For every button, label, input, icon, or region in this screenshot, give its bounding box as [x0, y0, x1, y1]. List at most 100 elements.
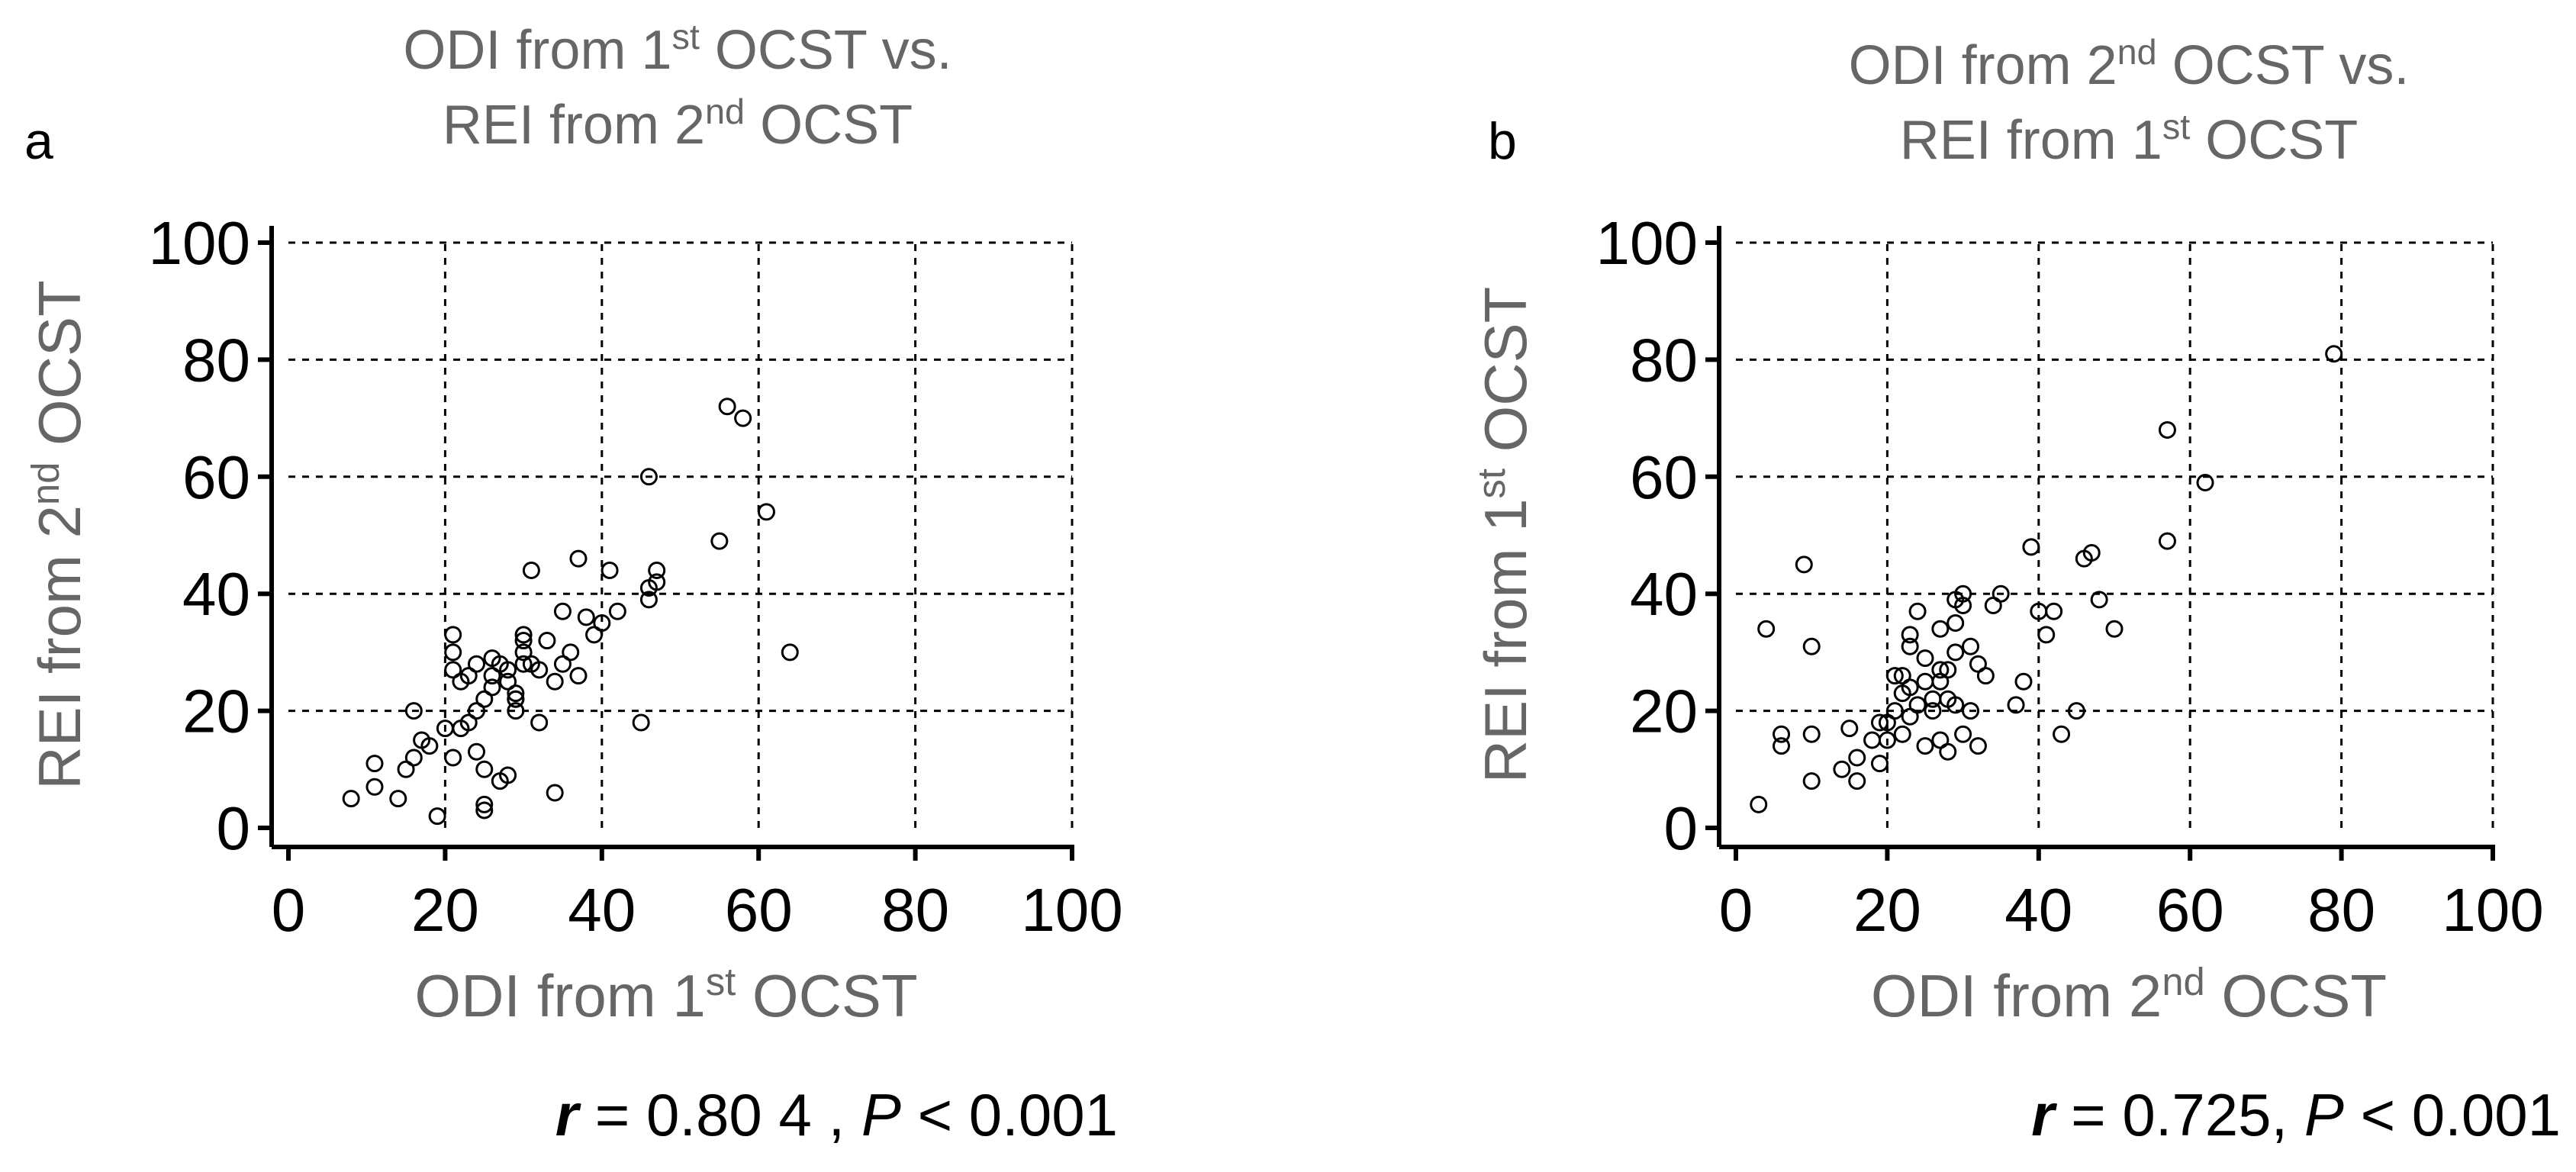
panel-a-data-point	[444, 749, 462, 767]
panel-b-stat-p-value: < 0.001	[2344, 1081, 2561, 1148]
panel-b-data-point	[1908, 602, 1927, 620]
panel-b-data-point	[1802, 725, 1821, 743]
panel-a-data-point	[710, 532, 729, 550]
panel-a-data-point	[562, 643, 580, 662]
panel-a-data-point	[491, 772, 509, 790]
panel-b-data-point	[1878, 731, 1896, 749]
panel-b-x-axis-label-superscript: nd	[2162, 960, 2204, 1003]
panel-a-x-tick-label: 60	[725, 876, 793, 944]
panel-a-stat-p-symbol: P	[861, 1081, 901, 1148]
panel-a-data-point	[538, 632, 556, 650]
panel-b-data-point	[1840, 720, 1859, 738]
panel-a-data-point	[718, 398, 736, 416]
panel-a-data-point	[734, 409, 752, 427]
panel-a-data-point	[781, 643, 799, 662]
panel-a-data-point	[569, 667, 588, 685]
panel-a-correlation-stat: r = 0.80 4 , P < 0.001	[555, 1081, 1118, 1148]
panel-b-title-text-part: REI from 1	[1900, 110, 2162, 171]
panel-a-data-point	[593, 614, 611, 633]
panel-a-x-tick-label: 100	[1021, 876, 1122, 944]
panel-a-data-point	[546, 672, 564, 691]
panel-b-data-point	[1833, 760, 1851, 778]
panel-b-data-point	[2067, 702, 2085, 720]
panel-a-data-point	[608, 602, 626, 620]
panel-b-data-point	[1954, 584, 1972, 603]
panel-b-data-point	[1870, 713, 1889, 732]
panel-a-data-point	[475, 801, 494, 819]
panel-b-y-tick-label: 100	[1596, 209, 1698, 277]
panel-b-data-point	[1992, 584, 2010, 603]
panel-a-title-line1: ODI from 1st OCST vs.	[403, 17, 952, 81]
panel-b-x-tick-label: 20	[1853, 876, 1921, 944]
panel-a-data-point	[444, 661, 462, 679]
panel-a-y-axis-label-text-part: REI from 2	[26, 505, 93, 790]
panel-a-stat-r-symbol: r	[555, 1081, 581, 1148]
panel-a-title-superscript: nd	[705, 92, 745, 131]
panel-a-x-tick-label: 80	[881, 876, 949, 944]
panel-b-data-point	[1916, 672, 1934, 691]
panel-b-data-point	[1878, 713, 1896, 732]
panel-b-data-point	[1901, 626, 1919, 644]
panel-a-data-point	[639, 468, 658, 486]
panel-a-data-point	[475, 795, 494, 813]
panel-a-data-point	[546, 784, 564, 802]
panel-a-data-point	[499, 661, 517, 679]
panel-b-y-tick-label: 60	[1630, 443, 1698, 511]
panel-a-data-point	[483, 678, 501, 697]
panel-a-data-point	[601, 562, 619, 580]
panel-b-x-tick-label: 40	[2004, 876, 2072, 944]
panel-a-data-point	[514, 632, 533, 650]
panel-a-data-point	[585, 626, 604, 644]
panel-b-data-point	[2014, 672, 2033, 691]
panel-b-data-point	[1954, 597, 1972, 615]
panel-b-data-point	[1885, 667, 1904, 685]
panel-b-data-point	[1962, 702, 1980, 720]
panel-b-title-line2: REI from 1st OCST	[1900, 107, 2359, 171]
panel-b-data-point	[2022, 538, 2040, 556]
panel-a-y-tick-label: 20	[182, 678, 250, 745]
panel-b-x-tick-label: 100	[2442, 876, 2543, 944]
panel-a-data-point	[639, 591, 658, 609]
panel-b-data-point	[1795, 555, 1813, 574]
panel-a-x-axis-label-text-part: OCST	[736, 962, 917, 1029]
panel-b-data-point	[1946, 643, 1965, 662]
panel-a-data-point	[483, 649, 501, 668]
panel-b-data-point	[1962, 637, 1980, 655]
panel-a-data-point	[389, 790, 407, 808]
panel-b-data-point	[2045, 602, 2063, 620]
panel-b-data-point	[1939, 661, 1957, 679]
panel-a-data-point	[475, 760, 494, 778]
panel-b-data-point	[1924, 702, 1942, 720]
panel-b-data-point	[1773, 737, 1791, 755]
panel-a-data-point	[757, 503, 775, 521]
panel-a-y-tick-label: 0	[217, 794, 251, 862]
panel-a-data-point	[522, 562, 540, 580]
panel-a-title-text-part: OCST	[745, 95, 913, 156]
panel-b-stat-p-symbol: P	[2304, 1081, 2344, 1148]
panel-a-data-point	[428, 807, 446, 826]
panel-b-data-point	[2037, 626, 2056, 644]
panel-a-data-point	[577, 608, 595, 626]
panel-b-title-text-part: OCST	[2190, 110, 2358, 171]
panel-b-y-axis-label: REI from 1st OCST	[1470, 287, 1540, 784]
panel-b-data-point	[1954, 725, 1972, 743]
panel-a-title-line2: REI from 2nd OCST	[443, 92, 913, 156]
panel-a-label: a	[24, 112, 53, 170]
panel-a-data-point	[459, 667, 478, 685]
panel-a-data-point	[499, 672, 517, 691]
panel-a-x-axis-label-text-part: ODI from 1	[414, 962, 705, 1029]
panel-a-data-point	[507, 702, 525, 720]
panel-a-y-axis-label-text-part: OCST	[26, 280, 93, 462]
panel-b-data-point	[2053, 725, 2071, 743]
panel-b-data-point	[1750, 795, 1768, 813]
panel-b-data-point	[1931, 620, 1950, 638]
panel-a-data-point	[342, 790, 360, 808]
panel-b-stat-r-value: = 0.725,	[2054, 1081, 2304, 1148]
panel-b-title-superscript: st	[2162, 107, 2190, 146]
panel-a-title-text-part: REI from 2	[443, 95, 705, 156]
panel-a-title-text-part: ODI from 1	[403, 20, 671, 81]
panel-a-data-point	[569, 549, 588, 568]
panel-a-y-tick-label: 80	[182, 326, 250, 394]
